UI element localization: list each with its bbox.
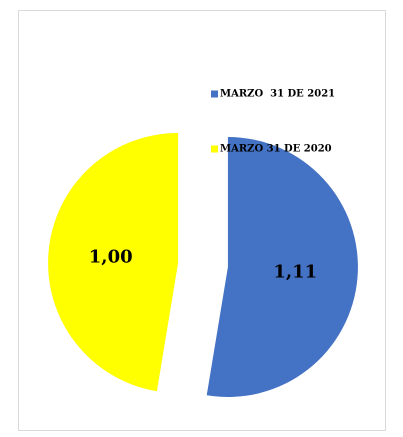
pie-slice (206, 137, 358, 398)
pie-slice (48, 132, 179, 392)
value-label: 1,11 (273, 262, 317, 283)
legend-swatch (211, 145, 218, 153)
legend-text: MARZO 31 DE 2020 (220, 144, 332, 155)
legend-swatch (211, 90, 218, 98)
value-label: 1,00 (89, 246, 133, 267)
legend-text: MARZO 31 DE 2021 (220, 89, 335, 100)
